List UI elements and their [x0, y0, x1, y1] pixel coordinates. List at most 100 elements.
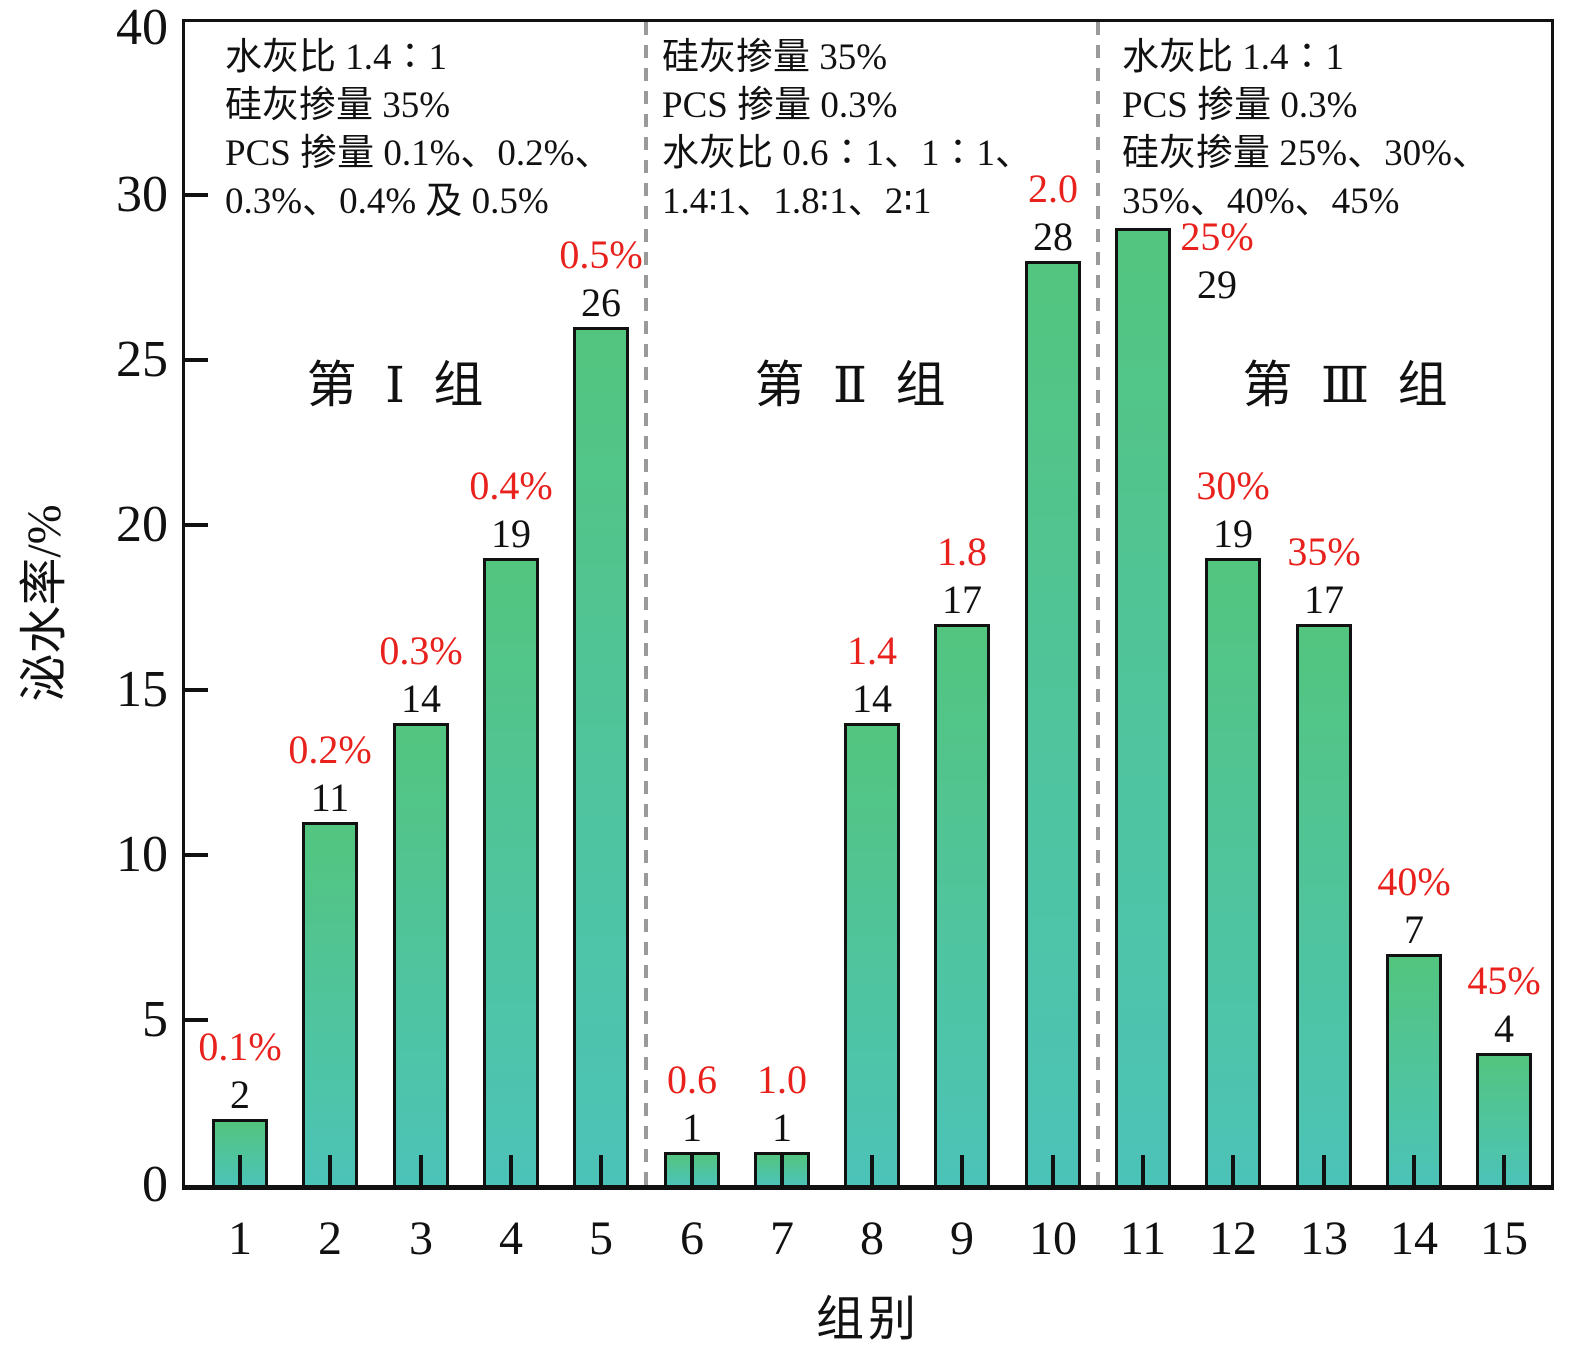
x-tick-mark	[960, 1155, 964, 1185]
bar-11	[1115, 228, 1171, 1185]
bar-value-label: 4	[1494, 1006, 1514, 1051]
annotation-line: 1.4∶1、1.8∶1、2∶1	[662, 181, 932, 222]
y-tick-mark	[185, 358, 208, 362]
bar-10	[1025, 261, 1081, 1185]
x-tick-label: 3	[409, 1212, 433, 1265]
bar-red-label: 0.4%	[469, 463, 553, 508]
bar-value-label: 7	[1404, 907, 1424, 952]
annotation-group-2: 硅灰掺量 35% PCS 掺量 0.3% 水灰比 0.6∶1、1∶1、 1.4∶1、1…	[662, 34, 1032, 226]
bar-red-label: 0.6	[667, 1057, 717, 1102]
bar-5	[573, 327, 629, 1185]
x-tick-mark	[238, 1155, 242, 1185]
bar-red-label: 1.0	[757, 1057, 807, 1102]
bar-9	[934, 624, 990, 1185]
x-tick-label: 14	[1390, 1212, 1438, 1265]
x-tick-mark	[1502, 1155, 1506, 1185]
group-separator	[644, 22, 648, 1185]
bar-value-label: 26	[581, 280, 621, 325]
x-axis-title: 组别	[815, 1293, 920, 1346]
bar-red-label: 0.3%	[379, 628, 463, 673]
annotation-line: PCS 掺量 0.3%	[662, 85, 898, 126]
bar-4	[483, 558, 539, 1185]
bar-value-label: 19	[1213, 511, 1253, 556]
bar-2	[302, 822, 358, 1185]
y-tick-label: 40	[116, 0, 168, 56]
x-tick-label: 7	[770, 1212, 794, 1265]
annotation-line: 硅灰掺量 35%	[225, 85, 451, 126]
x-tick-mark	[599, 1155, 603, 1185]
bar-value-label: 19	[491, 511, 531, 556]
bar-8	[844, 723, 900, 1185]
bar-red-label: 2.0	[1028, 166, 1078, 211]
x-tick-mark	[1412, 1155, 1416, 1185]
bar-value-label: 2	[230, 1072, 250, 1117]
bar-red-label: 1.4	[847, 628, 897, 673]
bar-13	[1296, 624, 1352, 1185]
x-tick-mark	[1231, 1155, 1235, 1185]
group-label-3: 第 Ⅲ 组	[1242, 357, 1448, 413]
y-tick-label: 20	[116, 496, 168, 553]
y-tick-label: 10	[116, 826, 168, 883]
y-tick-label: 0	[142, 1156, 168, 1213]
annotation-line: 0.3%、0.4% 及 0.5%	[225, 181, 549, 222]
annotation-line: 硅灰掺量 25%、30%、	[1122, 133, 1489, 174]
bar-value-label: 28	[1033, 214, 1073, 259]
x-tick-label: 9	[950, 1212, 974, 1265]
x-tick-label: 2	[318, 1212, 342, 1265]
bar-15	[1476, 1053, 1532, 1185]
x-tick-mark	[328, 1155, 332, 1185]
group-label-1: 第 Ⅰ 组	[306, 357, 484, 413]
annotation-line: PCS 掺量 0.1%、0.2%、	[225, 133, 612, 174]
x-tick-label: 4	[499, 1212, 523, 1265]
x-tick-label: 8	[860, 1212, 884, 1265]
y-tick-label: 30	[116, 166, 168, 223]
plot-area	[182, 19, 1554, 1190]
bar-red-label: 25%	[1180, 214, 1254, 259]
bar-value-label: 11	[310, 775, 350, 820]
x-tick-mark	[419, 1155, 423, 1185]
bar-value-label: 14	[401, 676, 441, 721]
bar-value-label: 29	[1197, 262, 1237, 307]
group-separator	[1096, 22, 1100, 1185]
bar-red-label: 0.2%	[288, 727, 372, 772]
bar-14	[1386, 954, 1442, 1185]
bar-red-label: 40%	[1377, 859, 1451, 904]
x-tick-mark	[780, 1155, 784, 1185]
annotation-group-3: 水灰比 1.4∶1 PCS 掺量 0.3% 硅灰掺量 25%、30%、 35%、40%…	[1122, 34, 1489, 226]
y-tick-label: 5	[142, 991, 168, 1048]
bar-value-label: 17	[1304, 577, 1344, 622]
bar-red-label: 30%	[1196, 463, 1270, 508]
annotation-group-1: 水灰比 1.4∶1 硅灰掺量 35% PCS 掺量 0.1%、0.2%、 0.3%、0…	[225, 34, 611, 226]
y-axis-title: 泌水率/%	[18, 504, 71, 702]
x-tick-mark	[1322, 1155, 1326, 1185]
bar-value-label: 1	[682, 1105, 702, 1150]
y-tick-mark	[185, 688, 208, 692]
y-tick-mark	[185, 193, 208, 197]
bar-3	[393, 723, 449, 1185]
x-tick-label: 12	[1209, 1212, 1257, 1265]
x-tick-mark	[870, 1155, 874, 1185]
x-tick-label: 6	[680, 1212, 704, 1265]
bar-value-label: 1	[772, 1105, 792, 1150]
x-tick-mark	[690, 1155, 694, 1185]
annotation-line: PCS 掺量 0.3%	[1122, 85, 1358, 126]
bar-red-label: 45%	[1467, 958, 1541, 1003]
bar-red-label: 35%	[1287, 529, 1361, 574]
bar-value-label: 14	[852, 676, 892, 721]
bar-12	[1205, 558, 1261, 1185]
annotation-line: 水灰比 0.6∶1、1∶1、	[662, 133, 1032, 174]
x-tick-mark	[1051, 1155, 1055, 1185]
x-tick-label: 10	[1029, 1212, 1077, 1265]
annotation-line: 水灰比 1.4∶1	[225, 37, 447, 78]
y-tick-label: 15	[116, 661, 168, 718]
annotation-line: 硅灰掺量 35%	[662, 37, 888, 78]
bar-value-label: 17	[942, 577, 982, 622]
annotation-line: 水灰比 1.4∶1	[1122, 37, 1344, 78]
y-tick-mark	[185, 523, 208, 527]
x-tick-label: 13	[1300, 1212, 1348, 1265]
y-tick-mark	[185, 1018, 208, 1022]
bar-red-label: 0.1%	[198, 1024, 282, 1069]
x-tick-mark	[1141, 1155, 1145, 1185]
x-tick-label: 15	[1480, 1212, 1528, 1265]
bar-red-label: 1.8	[937, 529, 987, 574]
